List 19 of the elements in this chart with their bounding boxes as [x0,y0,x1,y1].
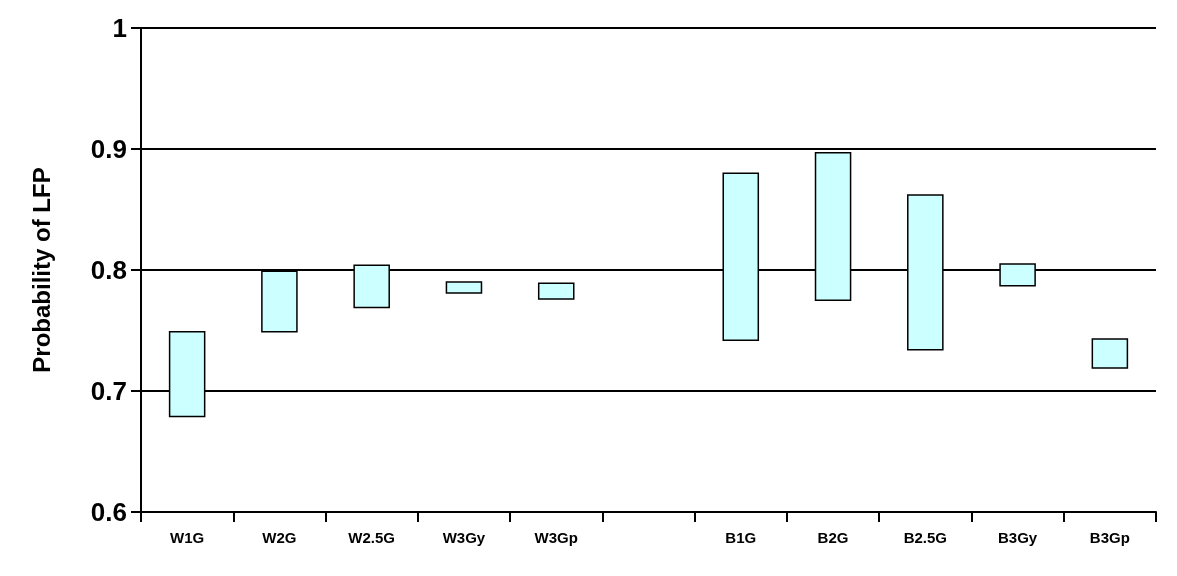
x-tick-label: B1G [725,529,757,546]
y-tick-label: 0.6 [90,497,127,527]
bar [537,282,575,300]
y-tick-label: 0.7 [90,376,127,406]
y-tick-label: 1 [112,13,127,43]
bar [1091,338,1129,369]
x-tick-label: B3Gy [998,529,1038,546]
y-tick-label: 0.9 [90,134,127,164]
x-tick-label: B3Gp [1089,529,1130,546]
y-tick-label: 0.8 [90,255,127,285]
x-tick-label: B2.5G [903,529,947,546]
y-axis-title: Probability of LFP [27,167,55,373]
x-tick-label: B2G [817,529,849,546]
x-tick-label: W3Gy [442,529,486,546]
bar [445,281,483,294]
x-tick-label: W1G [170,529,205,546]
x-tick-label: W3Gp [534,529,578,546]
x-tick-label: W2.5G [348,529,396,546]
x-tick-label: W2G [262,529,297,546]
